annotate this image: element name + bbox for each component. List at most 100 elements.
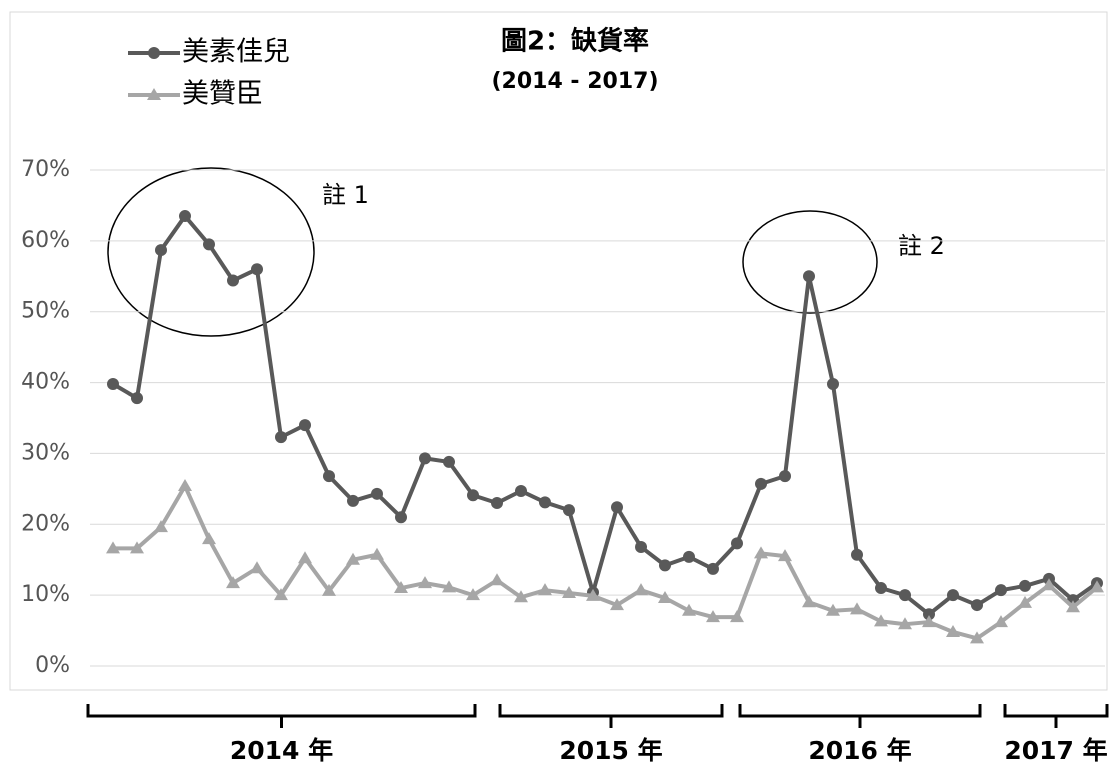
marker (826, 603, 840, 616)
marker (443, 455, 455, 468)
marker (298, 551, 312, 564)
y-tick-label: 30% (21, 440, 70, 465)
marker (467, 489, 479, 502)
legend-marker (148, 47, 160, 59)
annotation: 註 2 (898, 232, 945, 260)
marker (538, 583, 552, 596)
marker (562, 586, 576, 599)
marker (491, 497, 503, 510)
marker (131, 392, 143, 405)
marker (730, 610, 744, 623)
marker (418, 576, 432, 589)
year-bracket (498, 704, 724, 728)
marker (683, 550, 695, 563)
marker (563, 504, 575, 517)
marker (635, 540, 647, 553)
marker (106, 541, 120, 554)
marker (346, 552, 360, 565)
y-tick-label: 40% (21, 370, 70, 395)
marker (947, 589, 959, 602)
marker (586, 588, 600, 601)
marker (275, 431, 287, 444)
legend-marker (147, 88, 161, 100)
marker (1018, 595, 1032, 608)
year-bracket (86, 704, 477, 728)
chart-subtitle: (2014 - 2017) (491, 69, 658, 94)
y-tick-label: 0% (35, 653, 70, 678)
marker (299, 419, 311, 432)
marker (779, 470, 791, 483)
legend-label: 美贊臣 (182, 79, 263, 110)
marker (923, 608, 935, 621)
marker (179, 210, 191, 223)
marker (1066, 600, 1080, 613)
marker (874, 614, 888, 627)
marker (515, 484, 527, 497)
marker (778, 549, 792, 562)
marker (539, 496, 551, 509)
chart-frame (9, 11, 1108, 691)
marker (946, 624, 960, 637)
y-tick-label: 70% (21, 157, 70, 182)
year-label: 2015 年 (559, 736, 662, 765)
marker (322, 583, 336, 596)
marker (970, 631, 984, 644)
marker (659, 559, 671, 572)
marker (395, 511, 407, 524)
marker (347, 494, 359, 507)
marker (755, 477, 767, 490)
legend-label: 美素佳兒 (182, 37, 290, 68)
y-tick-label: 50% (21, 299, 70, 324)
marker (658, 590, 672, 603)
marker (850, 602, 864, 615)
annotation: 註 1 (322, 181, 369, 209)
marker (851, 548, 863, 561)
marker (754, 546, 768, 559)
marker (274, 588, 288, 601)
marker (682, 603, 696, 616)
marker (371, 487, 383, 500)
series-line (111, 214, 1099, 617)
marker (394, 581, 408, 594)
marker (1042, 578, 1056, 591)
marker (251, 263, 263, 276)
marker (370, 547, 384, 560)
marker (442, 580, 456, 593)
marker (802, 595, 816, 608)
y-tick-label: 10% (21, 582, 70, 607)
marker (706, 610, 720, 623)
series-line (113, 484, 1099, 641)
marker (1019, 579, 1031, 592)
marker (107, 377, 119, 390)
marker (323, 470, 335, 483)
marker (466, 588, 480, 601)
marker (514, 590, 528, 603)
marker (803, 270, 815, 283)
marker (899, 589, 911, 602)
marker (610, 598, 624, 611)
annotation-ellipse (107, 167, 315, 337)
marker (611, 501, 623, 514)
annotation-ellipse (742, 210, 878, 314)
marker (130, 541, 144, 554)
marker (731, 537, 743, 550)
marker (898, 617, 912, 630)
marker (971, 599, 983, 612)
y-tick-label: 60% (21, 228, 70, 253)
marker (995, 584, 1007, 597)
marker (178, 479, 192, 492)
year-label: 2016 年 (808, 736, 911, 765)
marker (634, 583, 648, 596)
marker (419, 452, 431, 465)
year-bracket (1003, 704, 1109, 728)
chart-title: 圖2：缺貨率 (501, 26, 649, 57)
marker (994, 615, 1008, 628)
marker (202, 532, 216, 545)
marker (250, 561, 264, 574)
year-bracket (738, 704, 982, 728)
marker (827, 377, 839, 390)
marker (227, 274, 239, 287)
y-tick-label: 20% (21, 511, 70, 536)
marker (1090, 580, 1104, 593)
